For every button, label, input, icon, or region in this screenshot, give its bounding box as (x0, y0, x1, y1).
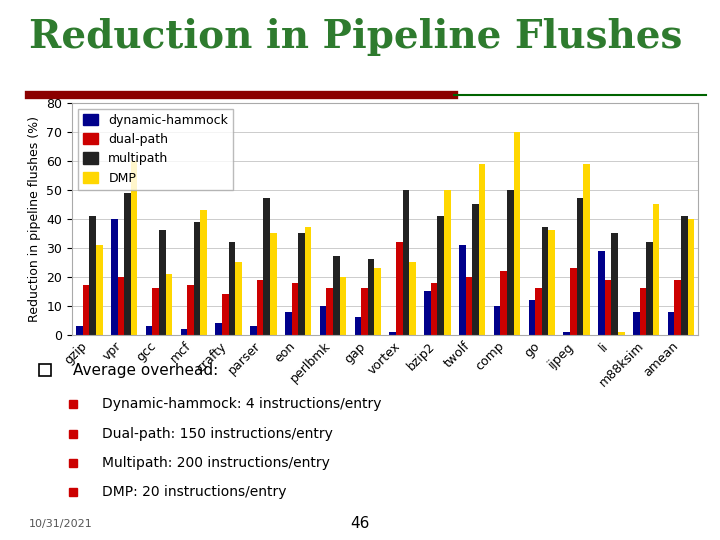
Bar (409, 262, 416, 335)
Text: Dual-path: 150 instructions/entry: Dual-path: 150 instructions/entry (102, 427, 333, 441)
Bar (298, 233, 305, 335)
Bar (264, 198, 270, 335)
Bar (194, 221, 200, 335)
Bar (153, 288, 159, 335)
Bar (125, 193, 131, 335)
Text: Multipath: 200 instructions/entry: Multipath: 200 instructions/entry (102, 456, 330, 470)
Bar (228, 242, 235, 335)
Bar (500, 271, 507, 335)
Bar (340, 276, 346, 335)
Bar (605, 280, 611, 335)
Bar (111, 219, 117, 335)
Bar (354, 318, 361, 335)
Bar (681, 216, 688, 335)
Bar (618, 332, 625, 335)
Text: Reduction in Pipeline Flushes: Reduction in Pipeline Flushes (29, 18, 682, 56)
Bar (257, 280, 264, 335)
Bar (333, 256, 340, 335)
Bar (494, 306, 500, 335)
Bar (145, 326, 153, 335)
Bar (577, 198, 583, 335)
Bar (76, 326, 83, 335)
Bar (326, 288, 333, 335)
Bar (181, 329, 187, 335)
Bar (361, 288, 368, 335)
Bar (472, 204, 479, 335)
Text: 10/31/2021: 10/31/2021 (29, 519, 93, 529)
Bar (598, 251, 605, 335)
Bar (459, 245, 466, 335)
Bar (633, 312, 639, 335)
Bar (438, 216, 444, 335)
Bar (570, 268, 577, 335)
Bar (131, 160, 138, 335)
Bar (563, 332, 570, 335)
Bar (549, 230, 555, 335)
Bar (235, 262, 242, 335)
Bar (285, 312, 292, 335)
Bar (528, 300, 535, 335)
Y-axis label: Reduction in pipeline flushes (%): Reduction in pipeline flushes (%) (28, 116, 41, 322)
Bar (166, 274, 172, 335)
Bar (611, 233, 618, 335)
Bar (83, 286, 89, 335)
Bar (215, 323, 222, 335)
Bar (653, 204, 660, 335)
Text: Average overhead:: Average overhead: (73, 363, 218, 378)
Bar (541, 227, 549, 335)
Bar (200, 210, 207, 335)
Bar (292, 282, 298, 335)
Bar (305, 227, 312, 335)
Text: DMP: 20 instructions/entry: DMP: 20 instructions/entry (102, 485, 286, 499)
Bar (396, 242, 402, 335)
Bar (270, 233, 276, 335)
Text: Dynamic-hammock: 4 instructions/entry: Dynamic-hammock: 4 instructions/entry (102, 397, 381, 411)
Bar (431, 282, 437, 335)
Bar (688, 219, 694, 335)
Bar (159, 230, 166, 335)
Bar (368, 259, 374, 335)
Bar (222, 294, 228, 335)
Bar (583, 164, 590, 335)
Bar (646, 242, 653, 335)
Bar (444, 190, 451, 335)
Bar (250, 326, 257, 335)
Bar (402, 190, 409, 335)
Bar (466, 276, 472, 335)
Bar (513, 132, 521, 335)
Bar (374, 268, 381, 335)
Bar (675, 280, 681, 335)
Bar (320, 306, 326, 335)
Bar (667, 312, 675, 335)
Bar (187, 286, 194, 335)
Bar (479, 164, 485, 335)
Bar (507, 190, 513, 335)
Bar (535, 288, 541, 335)
Bar (117, 276, 125, 335)
Bar (639, 288, 646, 335)
Bar (96, 245, 103, 335)
Bar (390, 332, 396, 335)
Bar (424, 291, 431, 335)
Legend: dynamic-hammock, dual-path, multipath, DMP: dynamic-hammock, dual-path, multipath, D… (78, 109, 233, 190)
Bar (89, 216, 96, 335)
Text: 46: 46 (351, 516, 369, 531)
